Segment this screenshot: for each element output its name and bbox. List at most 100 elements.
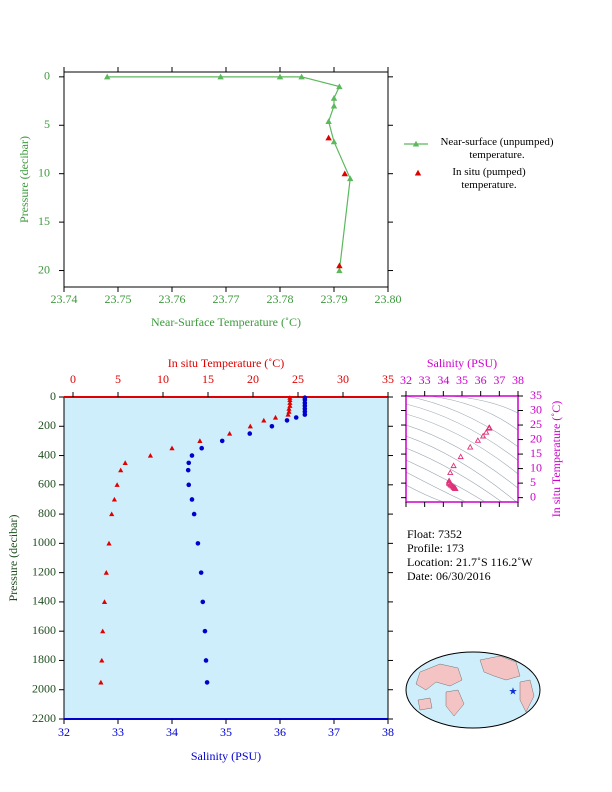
y-tick-label: 2200 bbox=[32, 711, 56, 725]
data-point bbox=[217, 73, 224, 80]
y-axis-title: In situ Temperature (˚C) bbox=[549, 401, 563, 518]
y-tick-label: 1200 bbox=[32, 564, 56, 578]
data-point bbox=[186, 482, 192, 488]
ts-point bbox=[474, 437, 482, 443]
data-point bbox=[199, 445, 204, 451]
y-tick-label: 1800 bbox=[32, 652, 56, 666]
ts-point bbox=[479, 432, 487, 439]
data-point bbox=[204, 680, 210, 685]
data-point bbox=[330, 138, 338, 145]
x-tick-label: 23.79 bbox=[321, 292, 348, 306]
data-point bbox=[191, 511, 197, 517]
data-point bbox=[227, 430, 233, 436]
data-point bbox=[189, 453, 195, 458]
ts-point bbox=[467, 443, 474, 450]
data-point bbox=[203, 658, 209, 663]
density-contours bbox=[406, 396, 518, 502]
data-point bbox=[325, 118, 332, 124]
data-point bbox=[198, 570, 204, 575]
series-line bbox=[107, 76, 351, 271]
x-tick-label: 23.77 bbox=[213, 292, 240, 306]
x-tick-label: 33 bbox=[112, 725, 124, 739]
info-line: Date: 06/30/2016 bbox=[407, 569, 491, 583]
data-point bbox=[302, 412, 308, 417]
data-point bbox=[298, 73, 305, 80]
data-point bbox=[272, 414, 279, 420]
plot-frame bbox=[63, 71, 389, 288]
x-tick-label: 36 bbox=[475, 373, 487, 387]
legend-marker bbox=[414, 169, 422, 176]
x-tick-label: 23.78 bbox=[267, 292, 294, 306]
x-tick-label: 23.76 bbox=[159, 292, 186, 306]
x-tick-label: 23.74 bbox=[51, 292, 78, 306]
data-point bbox=[285, 411, 291, 417]
data-point bbox=[287, 400, 293, 405]
y-tick-label: 20 bbox=[38, 262, 50, 276]
y-tick-label: 10 bbox=[530, 460, 542, 474]
data-point bbox=[118, 467, 124, 473]
y-tick-label: 10 bbox=[38, 165, 50, 179]
data-point bbox=[336, 267, 343, 274]
x-axis-title: Salinity (PSU) bbox=[191, 749, 261, 763]
data-point bbox=[336, 83, 343, 90]
x-tick-label: 0 bbox=[70, 372, 76, 386]
data-point bbox=[330, 94, 338, 101]
ts-point bbox=[452, 485, 459, 492]
y-tick-label: 800 bbox=[38, 506, 56, 520]
float-location-star: ★ bbox=[509, 686, 518, 697]
data-point bbox=[261, 417, 267, 423]
data-point bbox=[287, 403, 293, 408]
plot-frame bbox=[405, 395, 519, 503]
x-tick-label: 25 bbox=[292, 372, 304, 386]
ts-point bbox=[445, 477, 453, 484]
data-point bbox=[330, 102, 338, 109]
x-tick-label: 10 bbox=[157, 372, 169, 386]
data-point bbox=[269, 423, 275, 429]
x-tick-label: 38 bbox=[382, 725, 394, 739]
ts-point bbox=[450, 462, 457, 469]
legend-label: In situ (pumped) temperature. bbox=[452, 166, 526, 191]
data-point bbox=[347, 175, 354, 182]
y-tick-label: 35 bbox=[530, 388, 542, 402]
data-point bbox=[103, 570, 109, 575]
legend-entry: In situ (pumped) temperature. bbox=[452, 166, 526, 191]
y-tick-label: 400 bbox=[38, 447, 56, 461]
ts-point bbox=[457, 453, 464, 460]
x-tick-label: 5 bbox=[115, 372, 121, 386]
x-tick-label: 34 bbox=[166, 725, 178, 739]
data-point bbox=[247, 431, 253, 436]
x-tick-label: 20 bbox=[247, 372, 259, 386]
data-point bbox=[286, 406, 292, 411]
info-line: Float: 7352 bbox=[407, 527, 462, 541]
ts-point bbox=[447, 469, 454, 476]
x-axis-title: Salinity (PSU) bbox=[427, 356, 497, 370]
info-line: Location: 21.7˚S 116.2˚W bbox=[407, 555, 533, 569]
data-point bbox=[325, 134, 332, 141]
x-tick-label: 23.80 bbox=[375, 292, 402, 306]
y-tick-label: 0 bbox=[530, 489, 536, 503]
legend-marker bbox=[412, 140, 420, 147]
location-map: ★ bbox=[405, 651, 541, 729]
x-tick-label: 15 bbox=[202, 372, 214, 386]
data-point bbox=[109, 511, 115, 517]
x-tick-label: 37 bbox=[328, 725, 340, 739]
ts-point bbox=[486, 424, 493, 431]
data-point bbox=[336, 262, 343, 269]
data-point bbox=[202, 628, 208, 634]
float-info: Float: 7352 Profile: 173 Location: 21.7˚… bbox=[407, 527, 533, 583]
x-tick-label: 38 bbox=[512, 373, 524, 387]
data-point bbox=[284, 418, 290, 423]
y-tick-label: 5 bbox=[44, 117, 50, 131]
y-tick-label: 30 bbox=[530, 402, 542, 416]
y-tick-label: 200 bbox=[38, 418, 56, 432]
legend-label: Near-surface (unpumped) temperature. bbox=[440, 136, 554, 161]
y-tick-label: 15 bbox=[530, 446, 542, 460]
ts-point bbox=[483, 428, 490, 435]
x-tick-label: 36 bbox=[274, 725, 286, 739]
y-tick-label: 1000 bbox=[32, 535, 56, 549]
data-point bbox=[111, 496, 117, 502]
x2-axis-title: In situ Temperature (˚C) bbox=[168, 356, 285, 370]
y-axis-title: Pressure (decibar) bbox=[6, 515, 20, 602]
plot-frame bbox=[63, 396, 389, 720]
y-tick-label: 25 bbox=[530, 417, 542, 431]
